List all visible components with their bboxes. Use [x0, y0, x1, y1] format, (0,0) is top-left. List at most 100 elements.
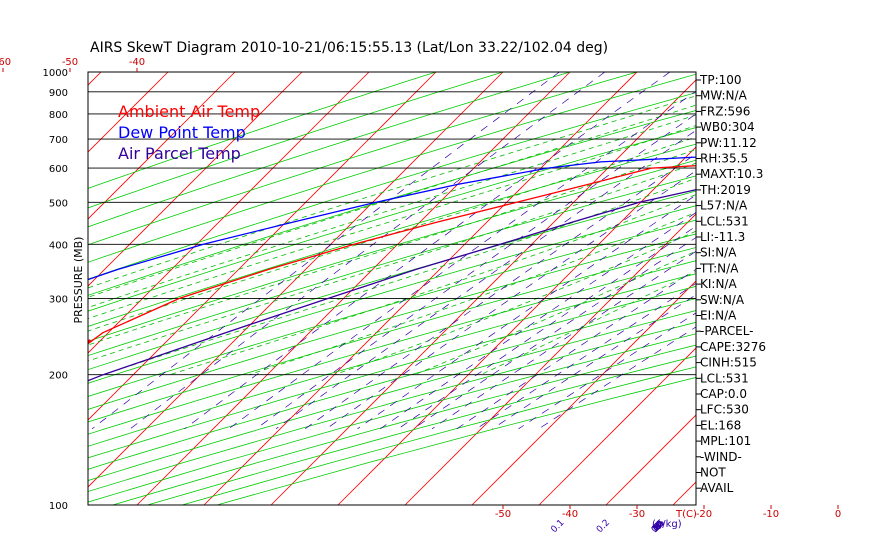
stat-value: TP:100	[699, 73, 742, 87]
mixing-ratio-line	[304, 153, 696, 430]
x-axis-label: T(C)	[675, 509, 697, 520]
stat-value: TH:2019	[699, 183, 751, 197]
legend: Ambient Air Temp Dew Point Temp Air Parcel…	[118, 102, 260, 163]
bottom-temp-tick-label: 0	[835, 509, 841, 520]
isotherm-line	[337, 146, 696, 505]
dry-adiabat-line	[88, 72, 504, 209]
stat-value: L57:N/A	[700, 199, 748, 213]
mixing-ratio-line	[431, 250, 696, 430]
dry-adiabat-line	[88, 190, 696, 371]
mixing-ratio-tick-label: 3	[653, 521, 664, 532]
pressure-tick-label: 600	[49, 164, 68, 175]
mixing-ratio-tick-label: 6	[653, 521, 664, 532]
stat-value: KI:N/A	[700, 277, 737, 291]
bottom-temp-tick-label: -20	[696, 509, 712, 520]
dry-adiabat-line	[88, 127, 696, 312]
stat-value: MPL:101	[700, 434, 751, 448]
mixing-ratio-line	[255, 113, 696, 430]
stat-value: SI:N/A	[700, 246, 737, 260]
moist-adiabat-line	[248, 211, 696, 376]
mixing-ratio-tick-label: 8	[653, 521, 664, 532]
dry-adiabat-line	[88, 298, 696, 470]
stat-value: CINH:515	[700, 356, 757, 370]
mixing-ratio-line	[184, 72, 671, 430]
dry-adiabat-line	[88, 321, 696, 492]
stat-value: SW:N/A	[700, 293, 745, 307]
isotherm-line	[88, 72, 370, 354]
legend-entry: Ambient Air Temp	[118, 102, 260, 121]
isotherm-line	[538, 347, 696, 505]
stat-value: -WIND-	[700, 450, 742, 464]
dry-adiabat-line	[88, 233, 696, 410]
stat-value: EI:N/A	[700, 309, 737, 323]
mixing-ratio-line	[326, 170, 696, 430]
stat-value: TT:N/A	[699, 261, 739, 275]
dry-adiabat-line	[88, 260, 696, 435]
pressure-tick-label: 100	[49, 501, 68, 512]
dry-adiabat-line	[88, 205, 696, 384]
stat-value: LCL:531	[700, 214, 749, 228]
pressure-tick-label: 400	[49, 240, 68, 251]
dry-adiabat-line	[88, 310, 696, 481]
dry-adiabat-line	[88, 109, 696, 296]
stat-value: EL:168	[700, 418, 741, 432]
mixing-ratio-tick-label: 0.2	[595, 518, 612, 535]
isotherm-line	[404, 213, 696, 505]
pressure-tick-label: 200	[49, 371, 68, 382]
isotherm-line	[0, 72, 34, 505]
stat-value: CAPE:3276	[700, 340, 766, 354]
stat-value: MW:N/A	[700, 89, 748, 103]
mixing-ratio-tick-label: 0.1	[549, 518, 566, 535]
moist-adiabat-line	[334, 230, 696, 376]
pressure-tick-label: 900	[49, 88, 68, 99]
dry-adiabat-line	[182, 366, 696, 505]
mixing-ratio-line	[398, 225, 696, 430]
top-temp-tick-label: -50	[62, 57, 78, 68]
isotherm-line	[88, 72, 303, 287]
dry-adiabat-line	[88, 73, 696, 263]
bottom-temp-tick-label: -10	[763, 509, 779, 520]
stat-value: FRZ:596	[700, 104, 750, 118]
stat-value: PW:11.12	[700, 136, 757, 150]
mixing-ratio-line	[518, 312, 696, 430]
mixing-ratio-tick-label: 2	[653, 521, 664, 532]
series-layer	[88, 156, 696, 382]
dry-adiabat-line	[88, 273, 696, 447]
mixing-ratio-line	[357, 194, 696, 430]
dry-adiabat-line	[88, 72, 571, 228]
mixing-ratio-unit-label: (g/kg)	[652, 519, 682, 530]
mixing-ratio-line	[492, 294, 696, 430]
dry-adiabat-line	[88, 72, 638, 246]
temp-thick-segment	[88, 339, 92, 345]
mixing-ratio-line	[130, 72, 606, 430]
isotherm-line	[88, 72, 236, 220]
plot-frame	[87, 71, 697, 506]
isotherm-line	[88, 72, 437, 421]
stat-value: LI:-11.3	[700, 230, 745, 244]
legend-entry: Dew Point Temp	[118, 123, 246, 142]
dry-adiabat-line	[88, 285, 696, 459]
moist-adiabat-line	[480, 270, 696, 376]
pressure-tick-label: 300	[49, 294, 68, 305]
stat-value: LFC:530	[700, 403, 749, 417]
mixing-ratio-tick-label: 4	[653, 521, 664, 532]
stat-value: LCL:531	[700, 371, 749, 385]
bottom-temp-tick-label: -40	[562, 509, 578, 520]
dry-adiabat-line	[88, 219, 696, 397]
chart-title: AIRS SkewT Diagram 2010-10-21/06:15:55.1…	[90, 40, 608, 56]
moist-adiabat-line	[88, 162, 696, 362]
isotherm-line	[605, 414, 696, 505]
bottom-temp-tick-label: -30	[629, 509, 645, 520]
stat-value: WB0:304	[700, 120, 755, 134]
pressure-tick-label: 1000	[43, 68, 68, 79]
isotherm-line	[203, 72, 638, 505]
mixing-ratio-line	[228, 90, 696, 430]
isotherm-line	[740, 72, 870, 505]
dry-adiabat-line	[88, 247, 696, 423]
mixing-ratio-line	[91, 72, 560, 430]
isotherm-line	[88, 72, 504, 488]
pressure-tick-label: 500	[49, 198, 68, 209]
dry-adiabat-line	[88, 72, 437, 189]
dry-adiabat-line	[88, 175, 696, 357]
